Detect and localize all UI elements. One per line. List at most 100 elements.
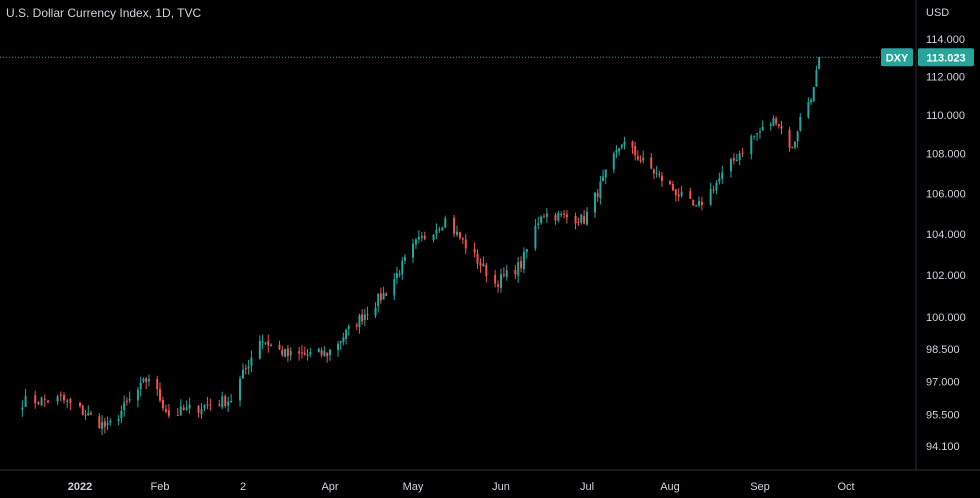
symbol-badge-bg — [881, 48, 913, 67]
candle-body — [224, 396, 227, 407]
candle-body — [423, 235, 426, 240]
last-price-badge: DXY 113.023 — [881, 48, 974, 67]
candle-body — [655, 172, 658, 174]
price-axis[interactable]: 94.100 95.500 97.000 98.500 100.000 102.000 10… — [926, 34, 966, 453]
candle-body — [109, 420, 112, 423]
candle-body — [298, 351, 301, 354]
candle-body — [534, 225, 537, 249]
candle-body — [81, 405, 84, 415]
candle-body — [796, 131, 799, 142]
price-tick-label: 100.000 — [926, 312, 966, 324]
candle-body — [188, 404, 191, 409]
candle-body — [502, 274, 505, 276]
price-tick-label: 110.000 — [926, 110, 965, 122]
candle-body — [323, 351, 326, 356]
candle-body — [21, 407, 24, 410]
candle-body — [355, 325, 358, 327]
candle-body — [66, 400, 69, 402]
price-badge-text: 113.023 — [926, 52, 965, 64]
candle-body — [106, 422, 109, 426]
candle-body — [43, 399, 46, 401]
candle-body — [363, 314, 366, 321]
candle-body — [769, 124, 772, 126]
candle-body — [580, 214, 583, 223]
candle-body — [756, 133, 759, 135]
candle-body — [345, 329, 348, 339]
candle-body — [639, 160, 642, 162]
candle-body — [139, 382, 142, 390]
candle-body — [815, 70, 818, 87]
candle-body — [56, 396, 59, 402]
time-tick-label: Jul — [580, 481, 594, 493]
price-tick-label: 97.000 — [926, 377, 960, 389]
time-tick-label: Aug — [660, 481, 680, 493]
candle-body — [420, 236, 423, 238]
candle-body — [270, 344, 273, 347]
candle-body — [87, 412, 90, 416]
candle-body — [560, 214, 563, 216]
time-axis[interactable]: 2022 Feb 2 Apr May Jun Jul Aug Sep Oct — [68, 481, 855, 493]
candle-body — [317, 348, 320, 353]
candle-body — [818, 57, 821, 69]
candle-body — [574, 215, 577, 224]
candle-body — [807, 102, 810, 118]
candle-body — [90, 413, 93, 415]
candle-body — [377, 294, 380, 307]
candle-body — [772, 118, 775, 126]
candle-body — [497, 284, 500, 287]
candle-body — [136, 389, 139, 401]
currency-label: USD — [926, 7, 949, 19]
candle-body — [557, 212, 560, 221]
price-tick-label: 106.000 — [926, 188, 966, 200]
candle-body — [741, 152, 744, 154]
candle-body — [543, 216, 545, 218]
candle-body — [309, 352, 312, 355]
candle-body — [374, 307, 377, 316]
candle-body — [347, 326, 350, 330]
price-tick-label: 104.000 — [926, 229, 966, 241]
candle-body — [735, 159, 738, 161]
candle-body — [227, 401, 230, 406]
time-tick-label: Apr — [321, 481, 338, 493]
candle-body — [176, 414, 179, 416]
price-tick-label: 102.000 — [926, 270, 966, 282]
candle-body — [221, 396, 224, 408]
candle-body — [753, 135, 756, 137]
candle-body — [185, 407, 188, 410]
candle-body — [729, 159, 732, 172]
candle-body — [69, 398, 72, 403]
candle-body — [715, 182, 718, 191]
candles-layer — [21, 56, 821, 436]
candle-body — [583, 215, 586, 224]
candle-body — [417, 236, 420, 240]
candle-body — [161, 399, 164, 409]
candle-body — [101, 422, 104, 429]
candle-body — [712, 189, 715, 191]
candle-body — [145, 378, 148, 383]
candle-body — [84, 415, 87, 417]
candle-body — [395, 273, 398, 278]
candle-body — [623, 141, 626, 145]
candle-body — [284, 348, 287, 357]
candle-body — [320, 349, 323, 355]
candle-body — [634, 146, 637, 156]
candle-body — [599, 181, 602, 199]
candle-body — [671, 183, 674, 191]
candle-body — [650, 157, 653, 169]
candle-body — [554, 214, 557, 221]
candle-body — [444, 218, 447, 228]
candle-body — [286, 348, 289, 357]
candle-body — [203, 405, 206, 409]
candle-body — [709, 188, 712, 205]
price-tick-label: 94.100 — [926, 441, 960, 453]
candle-body — [759, 131, 761, 133]
candle-body — [117, 418, 120, 421]
candle-body — [689, 190, 692, 199]
candle-body — [788, 129, 791, 148]
candle-body — [750, 136, 753, 155]
candle-body — [636, 156, 639, 160]
candle-body — [810, 100, 813, 103]
candle-body — [164, 409, 167, 412]
